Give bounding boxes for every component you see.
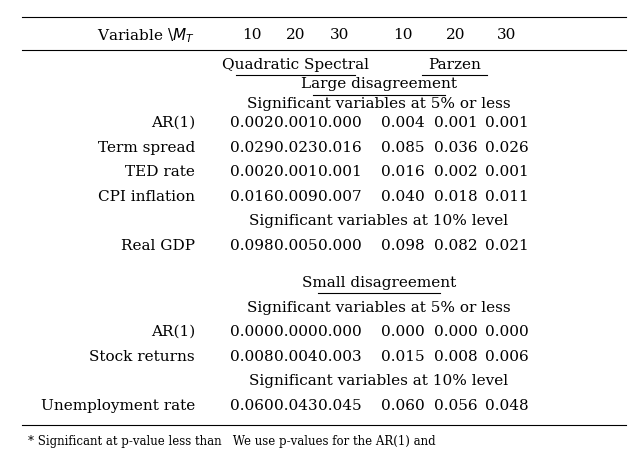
Text: Stock returns: Stock returns [90,350,195,364]
Text: 20: 20 [446,28,466,43]
Text: 0.009: 0.009 [274,190,317,204]
Text: 0.004: 0.004 [381,116,424,130]
Text: 0.006: 0.006 [484,350,529,364]
Text: AR(1): AR(1) [150,116,195,130]
Text: 0.016: 0.016 [318,141,362,154]
Text: Quadratic Spectral: Quadratic Spectral [222,58,369,72]
Text: CPI inflation: CPI inflation [98,190,195,204]
Text: 0.045: 0.045 [318,399,362,413]
Text: 0.000: 0.000 [484,325,529,339]
Text: 0.082: 0.082 [435,239,478,253]
Text: Significant variables at 5% or less: Significant variables at 5% or less [247,96,511,111]
Text: Significant variables at 5% or less: Significant variables at 5% or less [247,301,511,314]
Text: 0.001: 0.001 [274,116,317,130]
Text: Small disagreement: Small disagreement [302,276,456,290]
Text: Variable $\backslash M_T$: Variable $\backslash M_T$ [97,26,195,45]
Text: 0.002: 0.002 [435,165,478,179]
Text: Large disagreement: Large disagreement [301,77,457,91]
Text: 0.008: 0.008 [435,350,478,364]
Text: 0.001: 0.001 [274,165,317,179]
Text: 0.000: 0.000 [318,239,362,253]
Text: Unemployment rate: Unemployment rate [41,399,195,413]
Text: 0.026: 0.026 [484,141,529,154]
Text: 0.002: 0.002 [230,116,273,130]
Text: 20: 20 [286,28,305,43]
Text: 0.000: 0.000 [381,325,424,339]
Text: 0.005: 0.005 [274,239,317,253]
Text: 0.000: 0.000 [274,325,317,339]
Text: 30: 30 [330,28,349,43]
Text: 0.021: 0.021 [484,239,529,253]
Text: 0.029: 0.029 [230,141,273,154]
Text: 0.043: 0.043 [274,399,317,413]
Text: 0.000: 0.000 [318,325,362,339]
Text: 0.011: 0.011 [484,190,529,204]
Text: 0.040: 0.040 [381,190,424,204]
Text: 0.016: 0.016 [230,190,273,204]
Text: 0.023: 0.023 [274,141,317,154]
Text: 0.001: 0.001 [484,116,529,130]
Text: 30: 30 [497,28,516,43]
Text: Parzen: Parzen [428,58,481,72]
Text: 0.007: 0.007 [318,190,362,204]
Text: 0.015: 0.015 [381,350,424,364]
Text: Significant variables at 10% level: Significant variables at 10% level [250,214,509,228]
Text: 0.001: 0.001 [435,116,478,130]
Text: 0.000: 0.000 [318,116,362,130]
Text: Significant variables at 10% level: Significant variables at 10% level [250,374,509,388]
Text: 0.098: 0.098 [381,239,424,253]
Text: * Significant at p-value less than   We use p-values for the AR(1) and: * Significant at p-value less than We us… [28,436,436,448]
Text: 0.004: 0.004 [274,350,317,364]
Text: 0.000: 0.000 [230,325,273,339]
Text: 0.001: 0.001 [484,165,529,179]
Text: 0.001: 0.001 [318,165,362,179]
Text: 10: 10 [393,28,412,43]
Text: 0.048: 0.048 [484,399,528,413]
Text: 0.056: 0.056 [435,399,478,413]
Text: Real GDP: Real GDP [121,239,195,253]
Text: 0.036: 0.036 [435,141,478,154]
Text: AR(1): AR(1) [150,325,195,339]
Text: 0.060: 0.060 [381,399,424,413]
Text: 0.085: 0.085 [381,141,424,154]
Text: 0.008: 0.008 [230,350,273,364]
Text: TED rate: TED rate [125,165,195,179]
Text: 10: 10 [242,28,261,43]
Text: 0.060: 0.060 [230,399,273,413]
Text: 0.098: 0.098 [230,239,273,253]
Text: Term spread: Term spread [98,141,195,154]
Text: 0.016: 0.016 [381,165,424,179]
Text: 0.000: 0.000 [435,325,478,339]
Text: 0.003: 0.003 [318,350,362,364]
Text: 0.018: 0.018 [435,190,478,204]
Text: 0.002: 0.002 [230,165,273,179]
